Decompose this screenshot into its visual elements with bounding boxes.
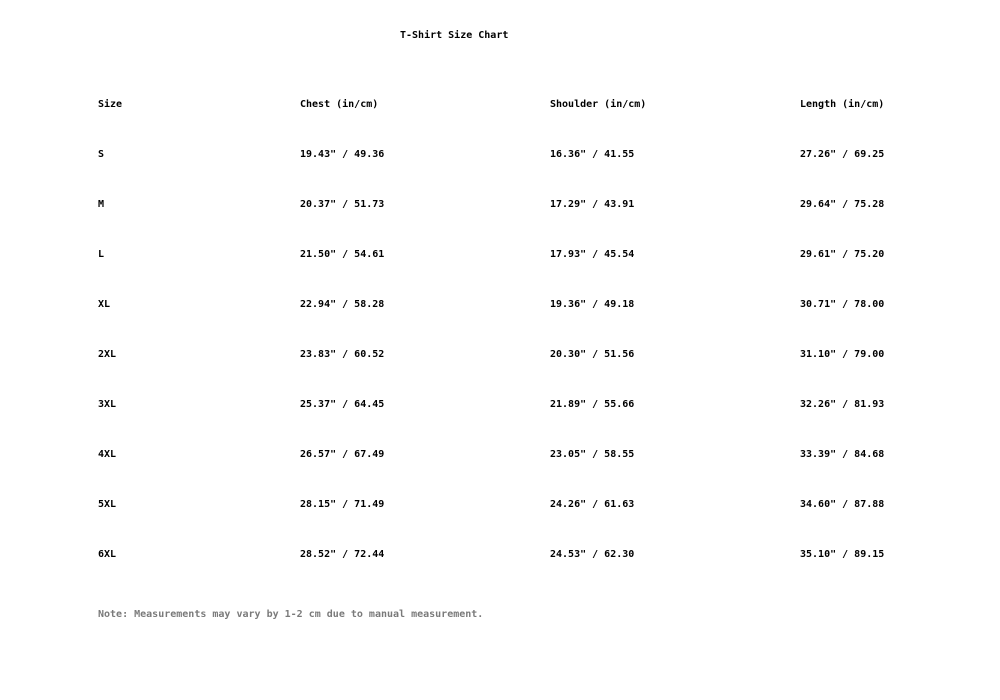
length-cell: 31.10" / 79.00 bbox=[800, 349, 885, 360]
header-size: Size bbox=[98, 99, 123, 110]
length-cell: 30.71" / 78.00 bbox=[800, 299, 885, 310]
measurement-note: Note: Measurements may vary by 1-2 cm du… bbox=[98, 609, 484, 620]
length-cell: 27.26" / 69.25 bbox=[800, 149, 885, 160]
chest-cell: 20.37" / 51.73 bbox=[300, 199, 385, 210]
shoulder-cell: 19.36" / 49.18 bbox=[550, 299, 635, 310]
size-cell: 6XL bbox=[98, 549, 117, 560]
table-row: 2XL 23.83" / 60.52 20.30" / 51.56 31.10"… bbox=[98, 349, 902, 399]
length-cell: 33.39" / 84.68 bbox=[800, 449, 885, 460]
header-shoulder: Shoulder (in/cm) bbox=[550, 99, 647, 110]
size-cell: 5XL bbox=[98, 499, 117, 510]
size-cell: S bbox=[98, 149, 105, 160]
table-row: 3XL 25.37" / 64.45 21.89" / 55.66 32.26"… bbox=[98, 399, 902, 449]
size-cell: M bbox=[98, 199, 105, 210]
length-cell: 29.61" / 75.20 bbox=[800, 249, 885, 260]
chest-cell: 23.83" / 60.52 bbox=[300, 349, 385, 360]
chest-cell: 22.94" / 58.28 bbox=[300, 299, 385, 310]
table-row: 5XL 28.15" / 71.49 24.26" / 61.63 34.60"… bbox=[98, 499, 902, 549]
size-cell: XL bbox=[98, 299, 111, 310]
size-cell: 3XL bbox=[98, 399, 117, 410]
size-cell: 2XL bbox=[98, 349, 117, 360]
length-cell: 29.64" / 75.28 bbox=[800, 199, 885, 210]
chest-cell: 19.43" / 49.36 bbox=[300, 149, 385, 160]
shoulder-cell: 17.93" / 45.54 bbox=[550, 249, 635, 260]
size-table: Size Chest (in/cm) Shoulder (in/cm) Leng… bbox=[98, 99, 902, 599]
page-title: T-Shirt Size Chart bbox=[400, 30, 509, 41]
shoulder-cell: 17.29" / 43.91 bbox=[550, 199, 635, 210]
length-cell: 34.60" / 87.88 bbox=[800, 499, 885, 510]
header-length: Length (in/cm) bbox=[800, 99, 885, 110]
table-row: M 20.37" / 51.73 17.29" / 43.91 29.64" /… bbox=[98, 199, 902, 249]
size-cell: 4XL bbox=[98, 449, 117, 460]
table-row: 4XL 26.57" / 67.49 23.05" / 58.55 33.39"… bbox=[98, 449, 902, 499]
table-header-row: Size Chest (in/cm) Shoulder (in/cm) Leng… bbox=[98, 99, 902, 149]
table-row: L 21.50" / 54.61 17.93" / 45.54 29.61" /… bbox=[98, 249, 902, 299]
length-cell: 35.10" / 89.15 bbox=[800, 549, 885, 560]
chest-cell: 25.37" / 64.45 bbox=[300, 399, 385, 410]
chest-cell: 28.15" / 71.49 bbox=[300, 499, 385, 510]
table-row: XL 22.94" / 58.28 19.36" / 49.18 30.71" … bbox=[98, 299, 902, 349]
chest-cell: 26.57" / 67.49 bbox=[300, 449, 385, 460]
length-cell: 32.26" / 81.93 bbox=[800, 399, 885, 410]
shoulder-cell: 21.89" / 55.66 bbox=[550, 399, 635, 410]
shoulder-cell: 24.26" / 61.63 bbox=[550, 499, 635, 510]
table-row: 6XL 28.52" / 72.44 24.53" / 62.30 35.10"… bbox=[98, 549, 902, 599]
table-row: S 19.43" / 49.36 16.36" / 41.55 27.26" /… bbox=[98, 149, 902, 199]
header-chest: Chest (in/cm) bbox=[300, 99, 379, 110]
shoulder-cell: 24.53" / 62.30 bbox=[550, 549, 635, 560]
shoulder-cell: 20.30" / 51.56 bbox=[550, 349, 635, 360]
chest-cell: 28.52" / 72.44 bbox=[300, 549, 385, 560]
size-cell: L bbox=[98, 249, 105, 260]
shoulder-cell: 23.05" / 58.55 bbox=[550, 449, 635, 460]
shoulder-cell: 16.36" / 41.55 bbox=[550, 149, 635, 160]
chest-cell: 21.50" / 54.61 bbox=[300, 249, 385, 260]
